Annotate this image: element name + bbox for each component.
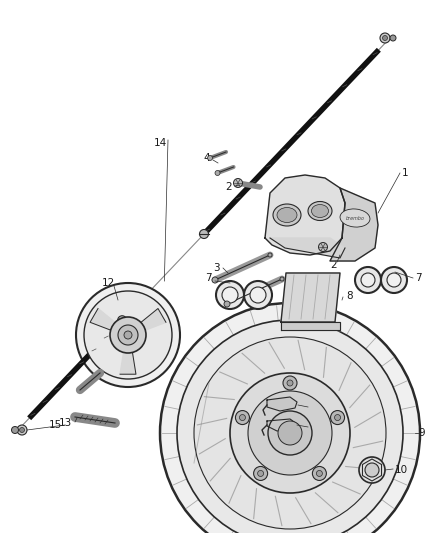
Text: 4: 4: [203, 153, 210, 163]
Circle shape: [268, 411, 312, 455]
Circle shape: [250, 287, 266, 303]
Circle shape: [248, 391, 332, 475]
Text: 1: 1: [402, 168, 408, 178]
Circle shape: [199, 230, 208, 238]
Ellipse shape: [308, 201, 332, 221]
Text: brembo: brembo: [346, 215, 364, 221]
Text: 5: 5: [310, 403, 317, 413]
Circle shape: [365, 463, 379, 477]
Polygon shape: [281, 322, 340, 330]
Circle shape: [312, 466, 326, 480]
Circle shape: [258, 471, 264, 477]
Circle shape: [316, 471, 322, 477]
Circle shape: [318, 243, 328, 252]
Circle shape: [381, 267, 407, 293]
Polygon shape: [281, 273, 340, 322]
Ellipse shape: [277, 207, 297, 222]
Text: 9: 9: [418, 428, 424, 438]
Circle shape: [20, 427, 25, 432]
Text: 13: 13: [59, 418, 72, 428]
Text: 14: 14: [153, 138, 166, 148]
Circle shape: [212, 277, 218, 283]
Ellipse shape: [311, 205, 328, 217]
Circle shape: [361, 273, 375, 287]
Circle shape: [177, 320, 403, 533]
Circle shape: [359, 457, 385, 483]
Polygon shape: [265, 175, 345, 255]
Circle shape: [76, 283, 180, 387]
Ellipse shape: [273, 204, 301, 226]
Circle shape: [287, 380, 293, 386]
Circle shape: [240, 415, 245, 421]
Circle shape: [278, 421, 302, 445]
Circle shape: [110, 317, 146, 353]
Polygon shape: [267, 419, 297, 431]
Circle shape: [387, 273, 401, 287]
Circle shape: [11, 426, 18, 433]
Circle shape: [268, 253, 272, 257]
Text: 3: 3: [213, 263, 220, 273]
Polygon shape: [90, 309, 115, 330]
Circle shape: [382, 36, 388, 41]
Ellipse shape: [340, 209, 370, 227]
Circle shape: [280, 277, 284, 281]
Circle shape: [335, 415, 341, 421]
Circle shape: [233, 179, 243, 188]
Circle shape: [236, 410, 250, 425]
Polygon shape: [270, 238, 345, 258]
Circle shape: [380, 33, 390, 43]
Polygon shape: [267, 397, 297, 411]
Circle shape: [390, 35, 396, 41]
Text: 12: 12: [101, 278, 115, 288]
Circle shape: [254, 466, 268, 480]
Circle shape: [230, 373, 350, 493]
Text: 6: 6: [310, 423, 317, 433]
Circle shape: [216, 281, 244, 309]
Text: 2: 2: [331, 260, 337, 270]
Text: 2: 2: [226, 182, 232, 192]
Circle shape: [222, 287, 238, 303]
Circle shape: [244, 281, 272, 309]
Circle shape: [355, 267, 381, 293]
Text: 15: 15: [49, 420, 62, 430]
Text: 7: 7: [205, 273, 211, 283]
Circle shape: [160, 303, 420, 533]
Circle shape: [194, 337, 386, 529]
Circle shape: [124, 331, 132, 339]
Circle shape: [224, 301, 230, 307]
Polygon shape: [141, 309, 166, 330]
Text: 8: 8: [347, 291, 353, 301]
Text: 7: 7: [415, 273, 422, 283]
Circle shape: [118, 325, 138, 345]
Circle shape: [17, 425, 27, 435]
Circle shape: [215, 171, 220, 175]
Circle shape: [118, 316, 127, 325]
Polygon shape: [330, 188, 378, 261]
Circle shape: [84, 291, 172, 379]
Polygon shape: [120, 352, 136, 374]
Text: 10: 10: [395, 465, 408, 475]
Circle shape: [283, 376, 297, 390]
Circle shape: [331, 410, 345, 425]
Circle shape: [208, 156, 212, 160]
